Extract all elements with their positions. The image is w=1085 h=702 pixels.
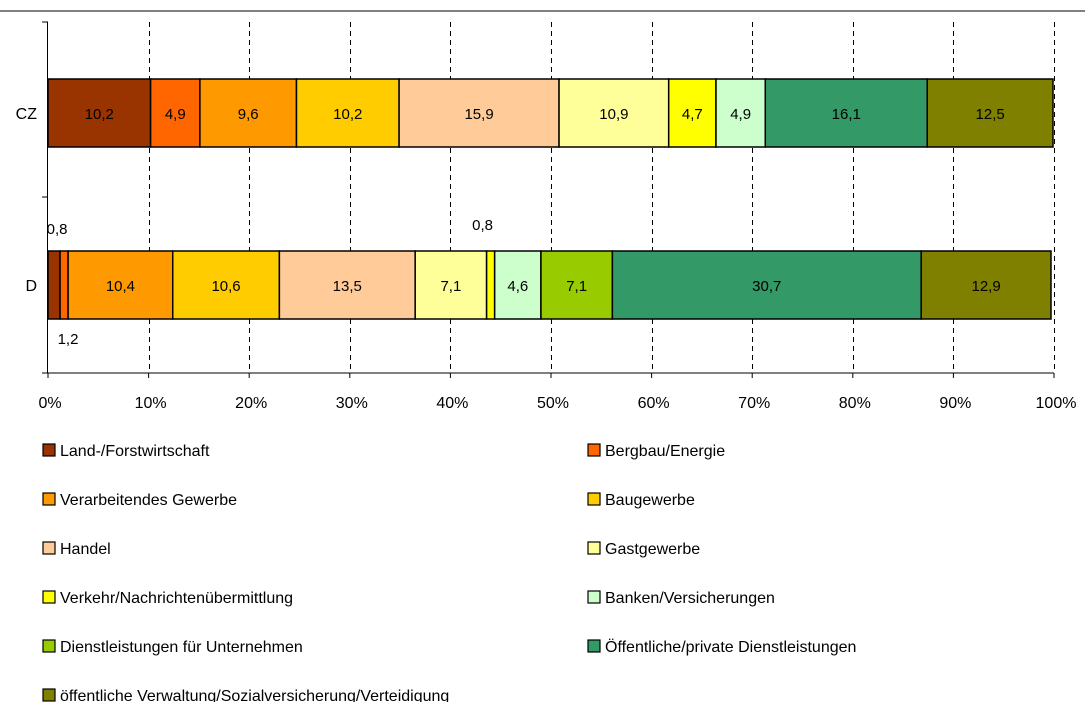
legend-entry: Banken/Versicherungen — [605, 590, 775, 607]
legend-swatch — [42, 639, 56, 653]
x-tick-label: 70% — [738, 395, 770, 412]
bar-segment — [59, 250, 69, 320]
legend-entry: Verkehr/Nachrichtenübermittlung — [60, 590, 293, 607]
data-label: 13,5 — [333, 278, 362, 295]
legend-swatch — [42, 688, 56, 702]
x-tick-label: 90% — [939, 395, 971, 412]
legend: Land-/Forstwirtschaft Bergbau/Energie Vera… — [42, 443, 856, 702]
legend-swatch — [42, 590, 56, 604]
bar-segment — [149, 78, 201, 148]
legend-entry: Baugewerbe — [605, 492, 695, 509]
data-label: 4,6 — [507, 278, 528, 295]
legend-swatch — [587, 492, 601, 506]
bar-segment — [764, 78, 928, 148]
data-label: 4,9 — [165, 106, 186, 123]
legend-entry: Gastgewerbe — [605, 541, 700, 558]
data-label: 10,2 — [85, 106, 114, 123]
category-label: CZ — [16, 106, 38, 123]
bar-segment — [398, 78, 560, 148]
x-tick-label: 30% — [336, 395, 368, 412]
bar-segment — [493, 250, 542, 320]
bar-segment — [67, 250, 174, 320]
data-label: 7,1 — [440, 278, 461, 295]
bar-segment — [926, 78, 1054, 148]
data-label: 9,6 — [238, 106, 259, 123]
axes: CZ D 0% 10% 20% 30% 40% 50% 60% 70% 80% 90% 100% — [16, 21, 1077, 412]
bar-segment — [540, 250, 614, 320]
legend-swatch — [587, 590, 601, 604]
data-label: 10,6 — [211, 278, 240, 295]
bars: 10,2 4,9 9,6 10,2 15,9 10,9 4,7 4,9 16,1 12,5 1,2 0… — [47, 78, 1054, 348]
data-label: 10,2 — [333, 106, 362, 123]
legend-swatch — [587, 639, 601, 653]
data-label: 10,9 — [599, 106, 628, 123]
legend-swatch — [42, 443, 56, 457]
data-label: 4,9 — [730, 106, 751, 123]
x-tick-label: 20% — [235, 395, 267, 412]
x-tick-label: 10% — [135, 395, 167, 412]
data-label: 0,8 — [47, 221, 68, 238]
data-label: 12,9 — [971, 278, 1000, 295]
legend-entry: Dienstleistungen für Unternehmen — [60, 639, 303, 656]
legend-swatch — [42, 492, 56, 506]
data-label: 15,9 — [464, 106, 493, 123]
bar-segment — [920, 250, 1052, 320]
data-label: 12,5 — [976, 106, 1005, 123]
bar-segment — [47, 250, 61, 320]
x-tick-label: 50% — [537, 395, 569, 412]
bar-segment — [414, 250, 488, 320]
bar-segment — [171, 250, 281, 320]
bar-segment — [278, 250, 416, 320]
data-label: 4,7 — [682, 106, 703, 123]
data-label: 7,1 — [566, 278, 587, 295]
legend-entry: Verarbeitendes Gewerbe — [60, 492, 237, 509]
legend-entry: öffentliche Verwaltung/Sozialversicherun… — [60, 688, 449, 702]
legend-entry: Öffentliche/private Dienstleistungen — [605, 638, 856, 656]
legend-swatch — [42, 541, 56, 555]
bar-segment — [485, 250, 496, 320]
legend-entry: Land-/Forstwirtschaft — [60, 443, 210, 460]
x-tick-label: 100% — [1036, 395, 1077, 412]
bar-segment — [558, 78, 670, 148]
data-label: 30,7 — [752, 278, 781, 295]
legend-swatch — [587, 443, 601, 457]
bar-segment — [611, 250, 922, 320]
bar-segment — [47, 78, 152, 148]
x-tick-label: 40% — [436, 395, 468, 412]
bar-segment — [667, 78, 717, 148]
data-label: 0,8 — [472, 217, 493, 234]
data-label: 10,4 — [106, 278, 135, 295]
x-tick-label: 60% — [638, 395, 670, 412]
bar-segment — [295, 78, 400, 148]
data-label: 1,2 — [58, 331, 79, 348]
legend-entry: Bergbau/Energie — [605, 443, 725, 460]
x-tick-label: 80% — [839, 395, 871, 412]
legend-swatch — [587, 541, 601, 555]
data-label: 16,1 — [832, 106, 861, 123]
legend-entry: Handel — [60, 541, 111, 558]
x-tick-label: 0% — [38, 395, 61, 412]
gridlines — [149, 22, 1055, 373]
category-label: D — [25, 278, 37, 295]
